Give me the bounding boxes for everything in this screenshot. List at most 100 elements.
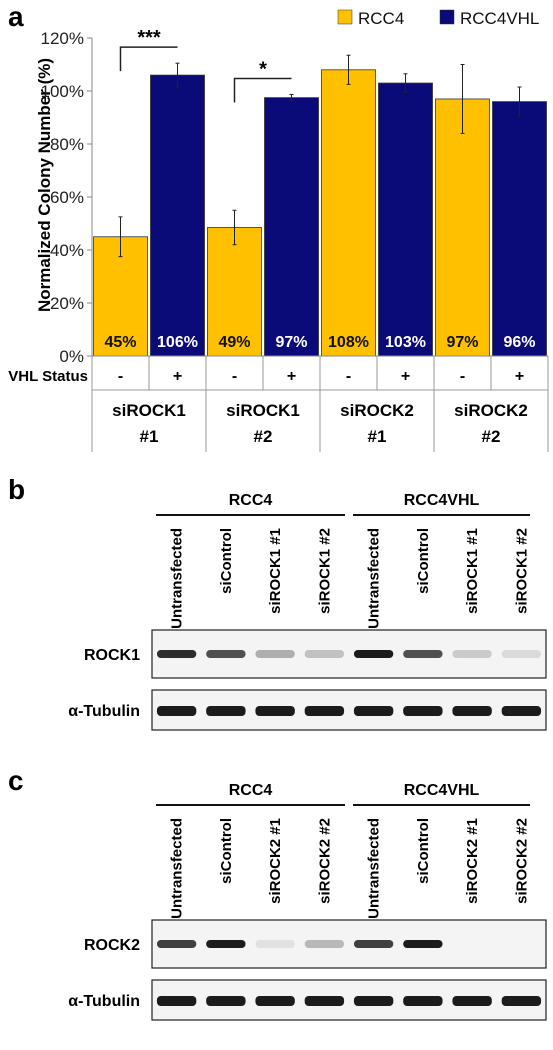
group-label: siROCK1 — [226, 401, 300, 420]
y-tick-label: 60% — [50, 188, 84, 207]
legend-label: RCC4VHL — [460, 9, 539, 28]
vhl-status-sign: + — [515, 368, 524, 385]
bar — [150, 74, 205, 357]
legend-label: RCC4 — [358, 9, 404, 28]
vhl-status-sign: - — [346, 368, 351, 385]
blot-band — [255, 996, 295, 1006]
blot-band — [452, 650, 492, 658]
blot-band — [353, 650, 394, 658]
blot-band — [304, 940, 345, 948]
y-tick-label: 100% — [41, 82, 84, 101]
blot-row-label: α-Tubulin — [68, 993, 140, 1010]
bar-value-label: 97% — [275, 334, 307, 351]
blot-band — [156, 996, 197, 1006]
blot-row-label: ROCK1 — [84, 647, 140, 664]
group-label: #2 — [254, 427, 273, 446]
blot-lane-label: siROCK2 #1 — [267, 818, 284, 904]
blot-lane-label: siROCK2 #1 — [464, 818, 481, 904]
blot-band — [255, 706, 295, 716]
group-label: siROCK2 — [454, 401, 528, 420]
bar-value-label: 106% — [157, 334, 198, 351]
bar-value-label: 108% — [328, 334, 369, 351]
blot-lane-label: Untransfected — [366, 528, 383, 629]
significance-stars: * — [259, 58, 267, 80]
vhl-status-sign: + — [173, 368, 182, 385]
group-label: #1 — [368, 427, 387, 446]
vhl-status-sign: - — [118, 368, 123, 385]
significance-stars: *** — [137, 27, 161, 49]
y-tick-label: 80% — [50, 135, 84, 154]
blot-lane-label: siROCK1 #2 — [316, 528, 333, 614]
bar — [264, 97, 319, 357]
bar-chart: Normalized Colony Number (%) 0% 20% 40% 60%… — [8, 9, 549, 452]
vhl-status-sign: + — [401, 368, 410, 385]
blot-band — [255, 650, 295, 658]
vhl-status-sign: + — [287, 368, 296, 385]
blot-lane-label: siROCK2 #2 — [513, 818, 530, 904]
blot-band — [206, 940, 246, 948]
blot-band — [156, 650, 197, 658]
vhl-status-label: VHL Status — [8, 368, 88, 385]
group-label: siROCK2 — [340, 401, 414, 420]
bar-value-label: 103% — [385, 334, 426, 351]
vhl-status-sign: - — [460, 368, 465, 385]
blot-band — [206, 650, 246, 658]
bar-value-label: 45% — [104, 334, 136, 351]
y-tick-label: 120% — [41, 29, 84, 48]
blot-band — [353, 940, 394, 948]
blot-band — [403, 940, 443, 948]
blot-lane-label: siROCK1 #1 — [267, 528, 284, 614]
bar-value-label: 49% — [218, 334, 250, 351]
legend-swatch — [439, 9, 455, 25]
blot-band — [206, 996, 246, 1006]
blot-lane-label: siControl — [218, 528, 235, 594]
blot-band — [304, 650, 345, 658]
bars: 45% 106% 49% 97% 108% 103% 97% 96% — [93, 54, 547, 357]
blot-band — [353, 706, 394, 716]
group-label: siROCK1 — [112, 401, 186, 420]
blot-row-label: ROCK2 — [84, 937, 140, 954]
blot-lane-label: siControl — [218, 818, 235, 884]
blot-lane-label: Untransfected — [366, 818, 383, 919]
bar — [435, 98, 490, 357]
blot-group-label: RCC4VHL — [404, 782, 480, 799]
blot-band — [452, 996, 492, 1006]
western-blot-rock2: RCC4 RCC4VHL Untransfected siControl siROCK2… — [68, 782, 547, 1021]
blot-band — [156, 940, 197, 948]
y-tick-label: 40% — [50, 241, 84, 260]
panel-letter-b: b — [8, 474, 25, 505]
blot-band — [501, 996, 542, 1006]
blot-group-label: RCC4 — [229, 782, 273, 799]
blot-lane-label: siROCK1 #1 — [464, 528, 481, 614]
y-tick-label: 20% — [50, 294, 84, 313]
blot-band — [403, 650, 443, 658]
blot-lane-label: siControl — [415, 818, 432, 884]
blot-band — [255, 940, 295, 948]
blot-band — [206, 706, 246, 716]
blot-band — [403, 996, 443, 1006]
bar — [378, 82, 433, 357]
blot-group-label: RCC4 — [229, 492, 273, 509]
blot-band — [403, 706, 443, 716]
blot-row-label: α-Tubulin — [68, 703, 140, 720]
y-axis-ticks: 0% 20% 40% 60% 80% 100% 120% — [41, 29, 92, 366]
blot-band — [304, 996, 345, 1006]
y-tick-label: 0% — [59, 347, 84, 366]
blot-lane-label: Untransfected — [169, 528, 186, 629]
panel-letter-a: a — [8, 1, 24, 32]
legend-swatch — [337, 9, 353, 25]
panel-letter-c: c — [8, 765, 24, 796]
bar — [321, 69, 376, 357]
bar — [492, 101, 547, 357]
legend: RCC4 RCC4VHL — [337, 9, 539, 28]
blot-band — [156, 706, 197, 716]
bar — [207, 227, 262, 357]
blot-lane-label: Untransfected — [169, 818, 186, 919]
blot-lane-label: siControl — [415, 528, 432, 594]
bar-value-label: 97% — [446, 334, 478, 351]
group-label: #2 — [482, 427, 501, 446]
group-label: #1 — [140, 427, 159, 446]
blot-band — [452, 706, 492, 716]
vhl-status-sign: - — [232, 368, 237, 385]
blot-band — [501, 706, 542, 716]
